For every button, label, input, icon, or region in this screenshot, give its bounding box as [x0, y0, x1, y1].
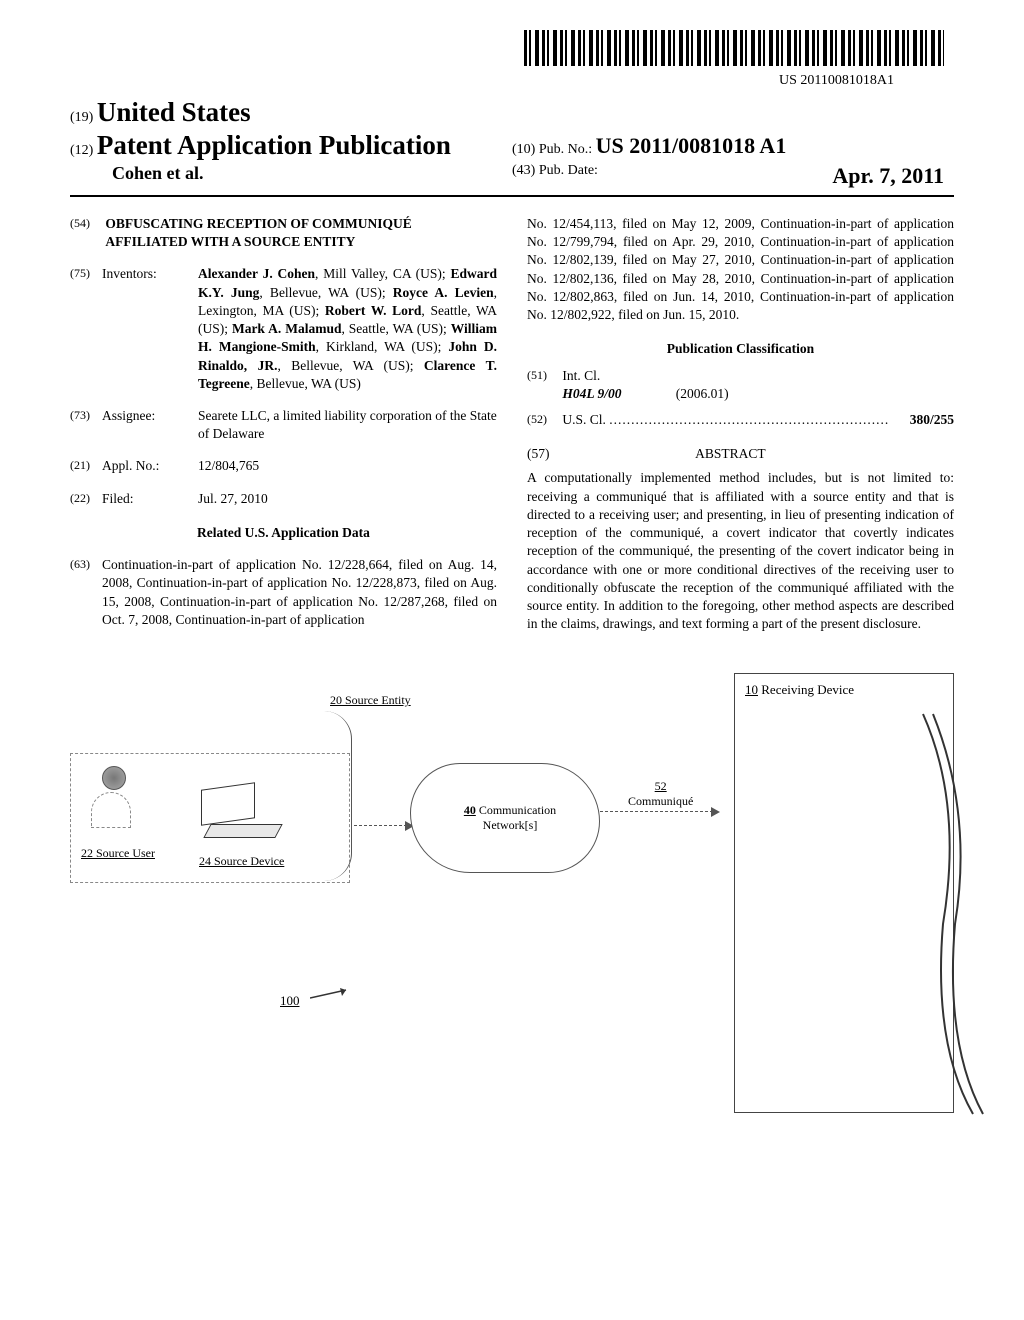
abstract-text: A computationally implemented method inc… — [527, 469, 954, 633]
source-entity-text: Source Entity — [345, 693, 411, 707]
publication-type: Patent Application Publication — [97, 130, 451, 160]
header-left: (19) United States (12) Patent Applicati… — [70, 97, 512, 189]
intcl-label: Int. Cl. — [562, 368, 600, 383]
user-body-icon — [91, 792, 131, 828]
related-row: (63) Continuation-in-part of application… — [70, 556, 497, 629]
uscl-dots — [609, 411, 889, 429]
uscl-label: U.S. Cl. — [562, 412, 606, 427]
source-entity-num: 20 — [330, 693, 342, 707]
arrow-source-to-cloud — [354, 825, 412, 826]
applno-num: (21) — [70, 457, 102, 475]
receiving-device-label: 10 Receiving Device — [745, 682, 854, 698]
title-section: (54) OBFUSCATING RECEPTION OF COMMUNIQUé… — [70, 215, 497, 251]
document-header: (19) United States (12) Patent Applicati… — [70, 97, 954, 189]
source-user-label: 22 Source User — [81, 846, 155, 861]
network-label: 40 Communication Network[s] — [440, 803, 580, 833]
communique-label: 52 Communiqué — [628, 779, 693, 809]
pubdate-label: Pub. Date: — [539, 163, 598, 178]
source-box: 22 Source User 24 Source Device — [70, 753, 350, 883]
barcode-area: US 20110081018A1 — [70, 30, 954, 89]
filed-row: (22) Filed: Jul. 27, 2010 — [70, 490, 497, 508]
barcode — [524, 30, 944, 66]
left-column: (54) OBFUSCATING RECEPTION OF COMMUNIQUé… — [70, 215, 497, 633]
assignee-row: (73) Assignee: Searete LLC, a limited li… — [70, 407, 497, 443]
user-head-icon — [102, 766, 126, 790]
inventors-num: (75) — [70, 265, 102, 393]
pubclass-header: Publication Classification — [527, 340, 954, 358]
network-text: Communication Network[s] — [479, 803, 556, 832]
authors-line: Cohen et al. — [70, 163, 512, 184]
publication-type-line: (12) Patent Application Publication — [70, 130, 512, 161]
related-header: Related U.S. Application Data — [70, 524, 497, 542]
pub-prefix: (12) — [70, 143, 93, 158]
uscl-num: (52) — [527, 411, 559, 427]
assignee-name: Searete LLC, a limited liability corpora… — [198, 407, 497, 443]
invention-title: OBFUSCATING RECEPTION OF COMMUNIQUé AFFI… — [105, 215, 445, 251]
page-curl-icon — [913, 704, 993, 1124]
publication-date: Apr. 7, 2011 — [832, 163, 944, 189]
recv-num: 10 — [745, 682, 758, 697]
user-figure-icon — [91, 766, 137, 836]
communique-num: 52 — [655, 779, 667, 793]
country-line: (19) United States — [70, 97, 512, 128]
reference-100-arrow-icon — [310, 988, 354, 1002]
assignee-num: (73) — [70, 407, 102, 443]
applno-row: (21) Appl. No.: 12/804,765 — [70, 457, 497, 475]
filed-date: Jul. 27, 2010 — [198, 490, 497, 508]
barcode-number-text: US 20110081018A1 — [70, 73, 894, 89]
country-prefix: (19) — [70, 110, 93, 125]
pubdate-prefix: (43) — [512, 163, 535, 178]
filed-num: (22) — [70, 490, 102, 508]
abstract-section: (57) ABSTRACT — [527, 445, 954, 463]
header-right: (10) Pub. No.: US 2011/0081018 A1 (43) P… — [512, 97, 954, 189]
figure-diagram: 20 Source Entity 22 Source User 24 Sourc… — [70, 673, 954, 1153]
header-rule — [70, 195, 954, 197]
intcl-row: (51) Int. Cl. H04L 9/00 (2006.01) — [527, 367, 954, 403]
source-device-text: Source Device — [214, 854, 284, 868]
laptop-base-icon — [203, 824, 282, 838]
intcl-code: H04L 9/00 — [562, 385, 672, 403]
publication-number: US 2011/0081018 A1 — [596, 133, 787, 158]
bibliographic-columns: (54) OBFUSCATING RECEPTION OF COMMUNIQUé… — [70, 215, 954, 633]
laptop-icon — [201, 786, 281, 842]
communique-text: Communiqué — [628, 794, 693, 808]
laptop-screen-icon — [201, 783, 255, 827]
applno-label: Appl. No.: — [102, 457, 198, 475]
related-num: (63) — [70, 556, 102, 629]
inventors-label: Inventors: — [102, 265, 198, 393]
intcl-num: (51) — [527, 367, 559, 383]
source-device-num: 24 — [199, 854, 211, 868]
inventors-list: Alexander J. Cohen, Mill Valley, CA (US)… — [198, 265, 497, 393]
pubdate-line: (43) Pub. Date: Apr. 7, 2011 — [512, 163, 954, 179]
uscl-row: (52) U.S. Cl. 380/255 — [527, 411, 954, 429]
title-num: (54) — [70, 215, 102, 231]
source-user-num: 22 — [81, 846, 93, 860]
assignee-label: Assignee: — [102, 407, 198, 443]
uscl-value: 380/255 — [910, 411, 954, 429]
abstract-header: ABSTRACT — [570, 445, 890, 463]
reference-100: 100 — [280, 993, 300, 1009]
recv-text: Receiving Device — [761, 682, 854, 697]
pubno-label: Pub. No.: — [539, 142, 592, 157]
source-entity-label: 20 Source Entity — [330, 693, 411, 708]
abstract-num: (57) — [527, 445, 567, 463]
arrow-cloud-to-recv — [600, 811, 718, 812]
filed-label: Filed: — [102, 490, 198, 508]
pubno-line: (10) Pub. No.: US 2011/0081018 A1 — [512, 133, 954, 159]
application-number: 12/804,765 — [198, 457, 497, 475]
source-device-label: 24 Source Device — [199, 854, 284, 869]
intcl-year: (2006.01) — [676, 386, 729, 401]
network-num: 40 — [464, 803, 476, 817]
country-name: United States — [97, 97, 251, 127]
inventors-row: (75) Inventors: Alexander J. Cohen, Mill… — [70, 265, 497, 393]
right-column: No. 12/454,113, filed on May 12, 2009, C… — [527, 215, 954, 633]
related-text-right: No. 12/454,113, filed on May 12, 2009, C… — [527, 215, 954, 324]
source-user-text: Source User — [96, 846, 155, 860]
pubno-prefix: (10) — [512, 142, 535, 157]
receiving-device-box: 10 Receiving Device — [734, 673, 954, 1113]
related-text-left: Continuation-in-part of application No. … — [102, 556, 497, 629]
